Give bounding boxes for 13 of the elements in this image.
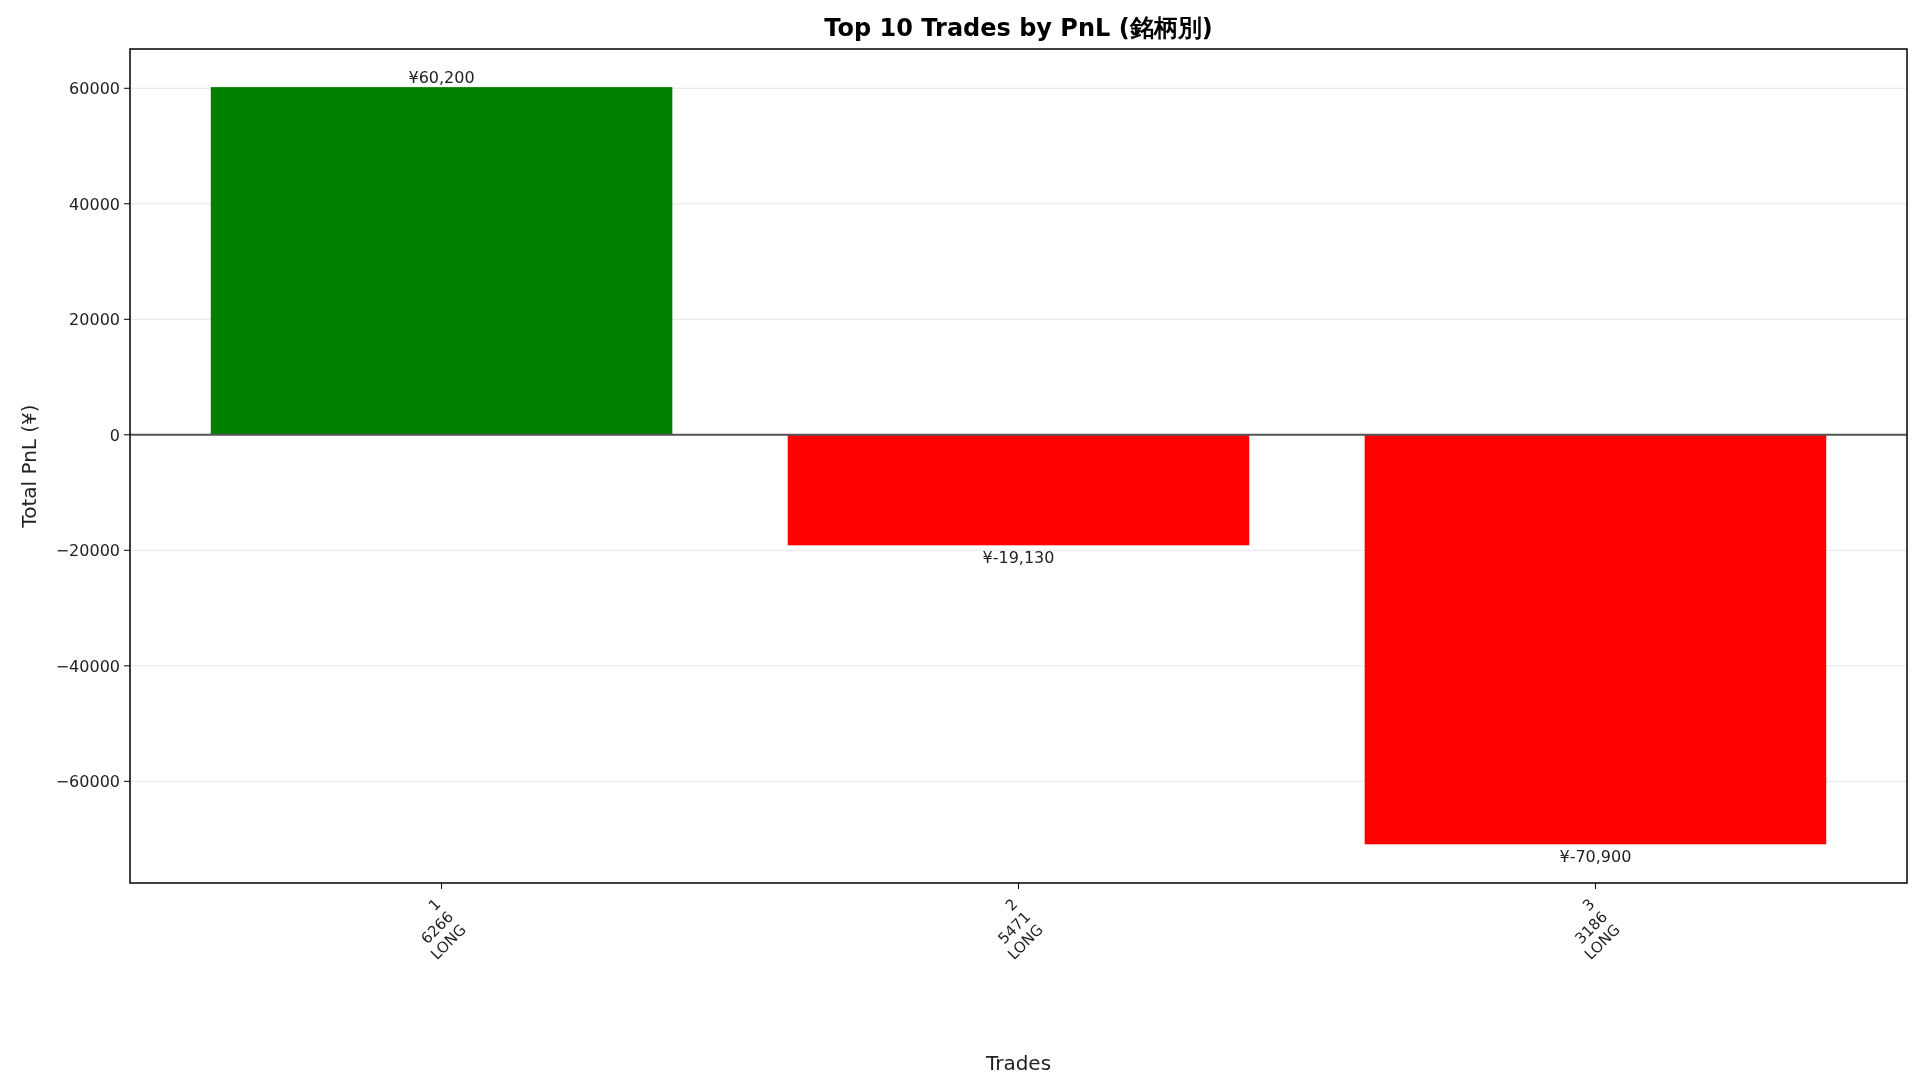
data-label: ¥-70,900 [1559,847,1632,867]
y-tick-label: −60000 [55,772,120,792]
y-tick-label: −20000 [55,541,120,561]
y-tick-label: 40000 [69,194,120,214]
y-tick-label: −40000 [55,656,120,676]
y-tick-label: 20000 [69,310,120,330]
chart-title: Top 10 Trades by PnL (銘柄別) [824,14,1213,42]
data-label: ¥-19,130 [982,548,1055,568]
data-label: ¥60,200 [408,68,475,88]
y-tick-label: 0 [109,425,120,445]
y-tick-label: 60000 [69,79,120,99]
x-axis-title: Trades [984,1051,1052,1075]
y-axis-title: Total PnL (¥) [17,404,41,529]
